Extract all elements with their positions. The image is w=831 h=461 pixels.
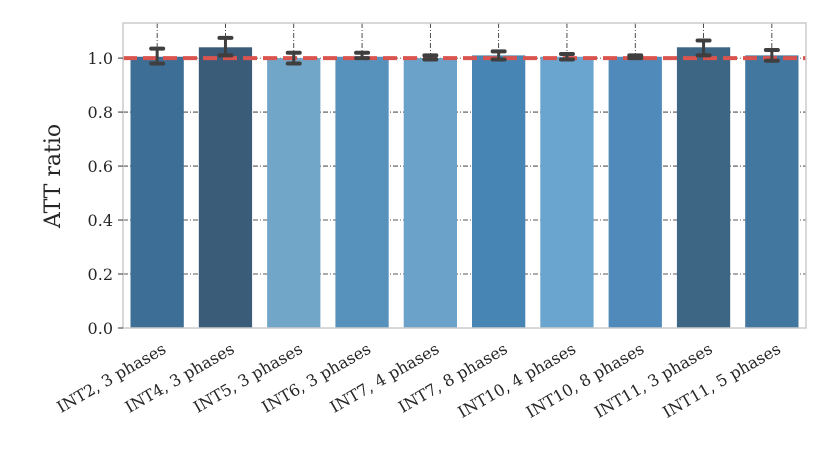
bar bbox=[540, 56, 594, 328]
x-tick-label: INT2, 3 phases bbox=[53, 339, 169, 417]
bar bbox=[676, 47, 731, 329]
y-tick-label: 0.2 bbox=[88, 265, 113, 284]
bar bbox=[335, 56, 389, 328]
y-tick-label: 0.8 bbox=[88, 103, 113, 122]
plot-frame bbox=[122, 22, 807, 329]
y-tick-labels: 0.0 0.2 0.4 0.6 0.8 1.0 bbox=[88, 49, 123, 338]
bar bbox=[472, 55, 526, 329]
bar bbox=[198, 47, 253, 329]
y-tick-label: 0.4 bbox=[88, 211, 113, 230]
error-bars bbox=[149, 35, 780, 66]
x-tick-label: INT10, 4 phases bbox=[454, 339, 578, 422]
y-tick-label: 0.6 bbox=[88, 157, 113, 176]
x-tick-label: INT11, 3 phases bbox=[591, 339, 715, 422]
bar bbox=[130, 56, 184, 328]
bars bbox=[130, 47, 799, 329]
y-axis-label: ATT ratio bbox=[41, 124, 66, 229]
x-tick-label: INT11, 5 phases bbox=[659, 339, 783, 422]
bar bbox=[608, 56, 662, 328]
bar bbox=[745, 55, 799, 329]
bar bbox=[403, 58, 457, 328]
bar bbox=[267, 58, 321, 328]
x-tick-label: INT10, 8 phases bbox=[523, 339, 647, 422]
y-tick-label: 0.0 bbox=[88, 319, 113, 338]
y-tick-label: 1.0 bbox=[88, 49, 113, 68]
